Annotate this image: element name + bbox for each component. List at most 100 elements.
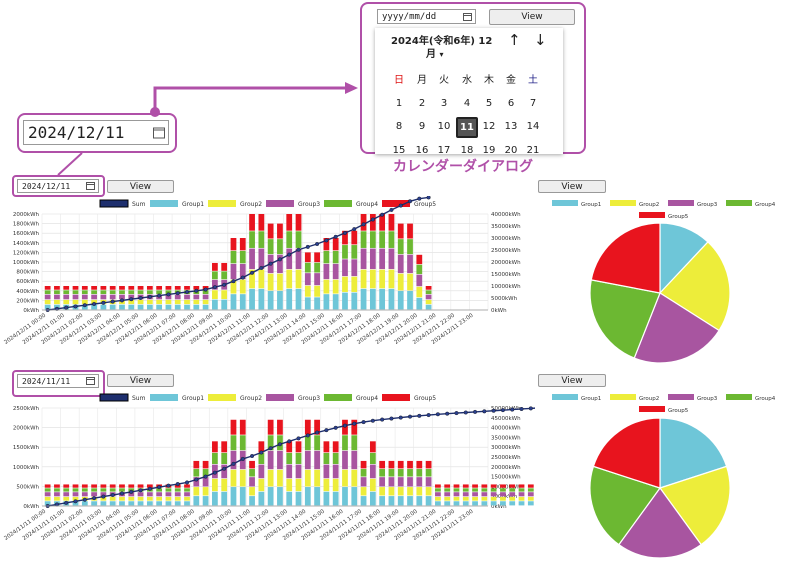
bar-segment (286, 441, 293, 453)
calendar-day[interactable]: 6 (507, 98, 515, 109)
calendar-icon[interactable] (153, 127, 165, 138)
zoom-date-input[interactable]: 2024/12/11 (23, 120, 169, 145)
calendar-icon[interactable] (86, 182, 95, 190)
calendar-day[interactable]: 8 (395, 121, 403, 132)
bar-segment (416, 264, 423, 275)
bar-segment (416, 477, 423, 487)
legend-label: Group5 (668, 408, 689, 414)
bar-segment (54, 290, 60, 295)
y-right-tick: 0kWh (491, 308, 507, 314)
popup-view-button[interactable]: View (489, 9, 575, 25)
legend-label: Group2 (639, 202, 659, 208)
bar-segment (416, 274, 423, 287)
bar-segment (212, 262, 218, 271)
legend-label: Group4 (356, 201, 378, 208)
bar-segment (156, 299, 163, 305)
calendar-day[interactable]: 7 (529, 98, 537, 109)
calendar-icon[interactable] (463, 12, 472, 21)
bar-segment (518, 484, 525, 488)
calendar-day[interactable]: 13 (504, 121, 518, 132)
sum-point (203, 287, 208, 292)
calendar-day[interactable]: 2 (418, 98, 426, 109)
bar-segment (44, 286, 51, 290)
bar-segment (156, 304, 163, 310)
prev-month-arrow-icon[interactable]: ↑ (508, 31, 521, 49)
bar-segment (388, 496, 395, 506)
calendar-day[interactable]: 11 (456, 117, 478, 138)
sum-point (398, 415, 403, 420)
bar-segment (165, 290, 172, 295)
calendar-day[interactable]: 1 (395, 98, 403, 109)
bar-segment (119, 304, 125, 310)
calendar-day[interactable]: 14 (526, 121, 540, 132)
bar-segment (128, 501, 135, 506)
bar-segment (91, 294, 97, 300)
bar-segment (342, 276, 348, 292)
calendar-day[interactable]: 19 (482, 145, 496, 154)
month-title[interactable]: 2024年(令和6年) 12 (391, 32, 492, 47)
bar-segment (184, 492, 190, 497)
bar-segment (230, 238, 237, 251)
bar-segment (184, 488, 190, 492)
bar-segment (314, 450, 320, 470)
bar-segment (44, 294, 51, 300)
bar-segment (119, 294, 125, 300)
bar-segment (323, 250, 330, 264)
sum-point (315, 430, 320, 435)
calendar-day[interactable]: 15 (392, 145, 406, 154)
bar-segment (221, 271, 228, 280)
sum-point (352, 421, 357, 426)
panel1-view-button[interactable]: View (107, 180, 174, 193)
calendar-day[interactable]: 12 (482, 121, 496, 132)
sum-point (491, 408, 496, 413)
bar-segment (81, 294, 88, 300)
bar-segment (295, 441, 302, 453)
bar-segment (379, 469, 386, 477)
sum-point (398, 203, 403, 208)
panel1-pie-view-button[interactable]: View (538, 180, 606, 193)
sum-point (175, 291, 180, 296)
bar-segment (332, 263, 339, 280)
calendar-day[interactable]: 20 (504, 145, 518, 154)
bar-segment (54, 484, 60, 488)
panel2-view-button[interactable]: View (107, 374, 174, 387)
calendar-day[interactable]: 18 (460, 145, 474, 154)
sum-point (305, 244, 310, 249)
next-month-arrow-icon[interactable]: ↓ (534, 31, 547, 49)
bar-segment (72, 496, 79, 501)
bar-segment (295, 214, 302, 231)
calendar-day[interactable]: 16 (415, 145, 429, 154)
calendar-day[interactable]: 4 (463, 98, 471, 109)
panel1-date-input[interactable]: 2024/12/11 (17, 179, 99, 193)
sum-point (82, 497, 87, 502)
panel2-pie-view-button[interactable]: View (538, 374, 606, 387)
calendar-icon[interactable] (86, 377, 95, 385)
y-right-tick: 20000kWh (491, 260, 521, 266)
calendar-day[interactable]: 17 (437, 145, 451, 154)
sum-point (352, 227, 357, 232)
bar-segment (304, 487, 311, 506)
bar-segment (286, 214, 293, 231)
y-right-tick: 25000kWh (491, 248, 521, 254)
sum-point (268, 261, 273, 266)
calendar-day[interactable]: 3 (440, 98, 448, 109)
sum-point (389, 416, 394, 421)
sum-point (194, 288, 199, 293)
panel2-date-input[interactable]: 2024/11/11 (17, 374, 99, 388)
bar-segment (295, 288, 302, 310)
bar-segment (379, 487, 386, 496)
bar-segment (435, 488, 441, 492)
calendar-day[interactable]: 21 (526, 145, 540, 154)
calendar-day[interactable]: 9 (418, 121, 426, 132)
popup-date-input[interactable]: yyyy/mm/dd (377, 9, 476, 24)
calendar-day[interactable]: 5 (485, 98, 493, 109)
bar-segment (472, 492, 478, 497)
sum-point (119, 491, 124, 496)
calendar-day[interactable]: 10 (437, 121, 451, 132)
month-selector[interactable]: 月 ▾ (426, 45, 444, 60)
bar-segment (202, 460, 209, 469)
sum-point (408, 199, 413, 204)
bar-segment (379, 248, 386, 270)
bar-segment (267, 419, 274, 435)
pie-slice (659, 417, 728, 489)
